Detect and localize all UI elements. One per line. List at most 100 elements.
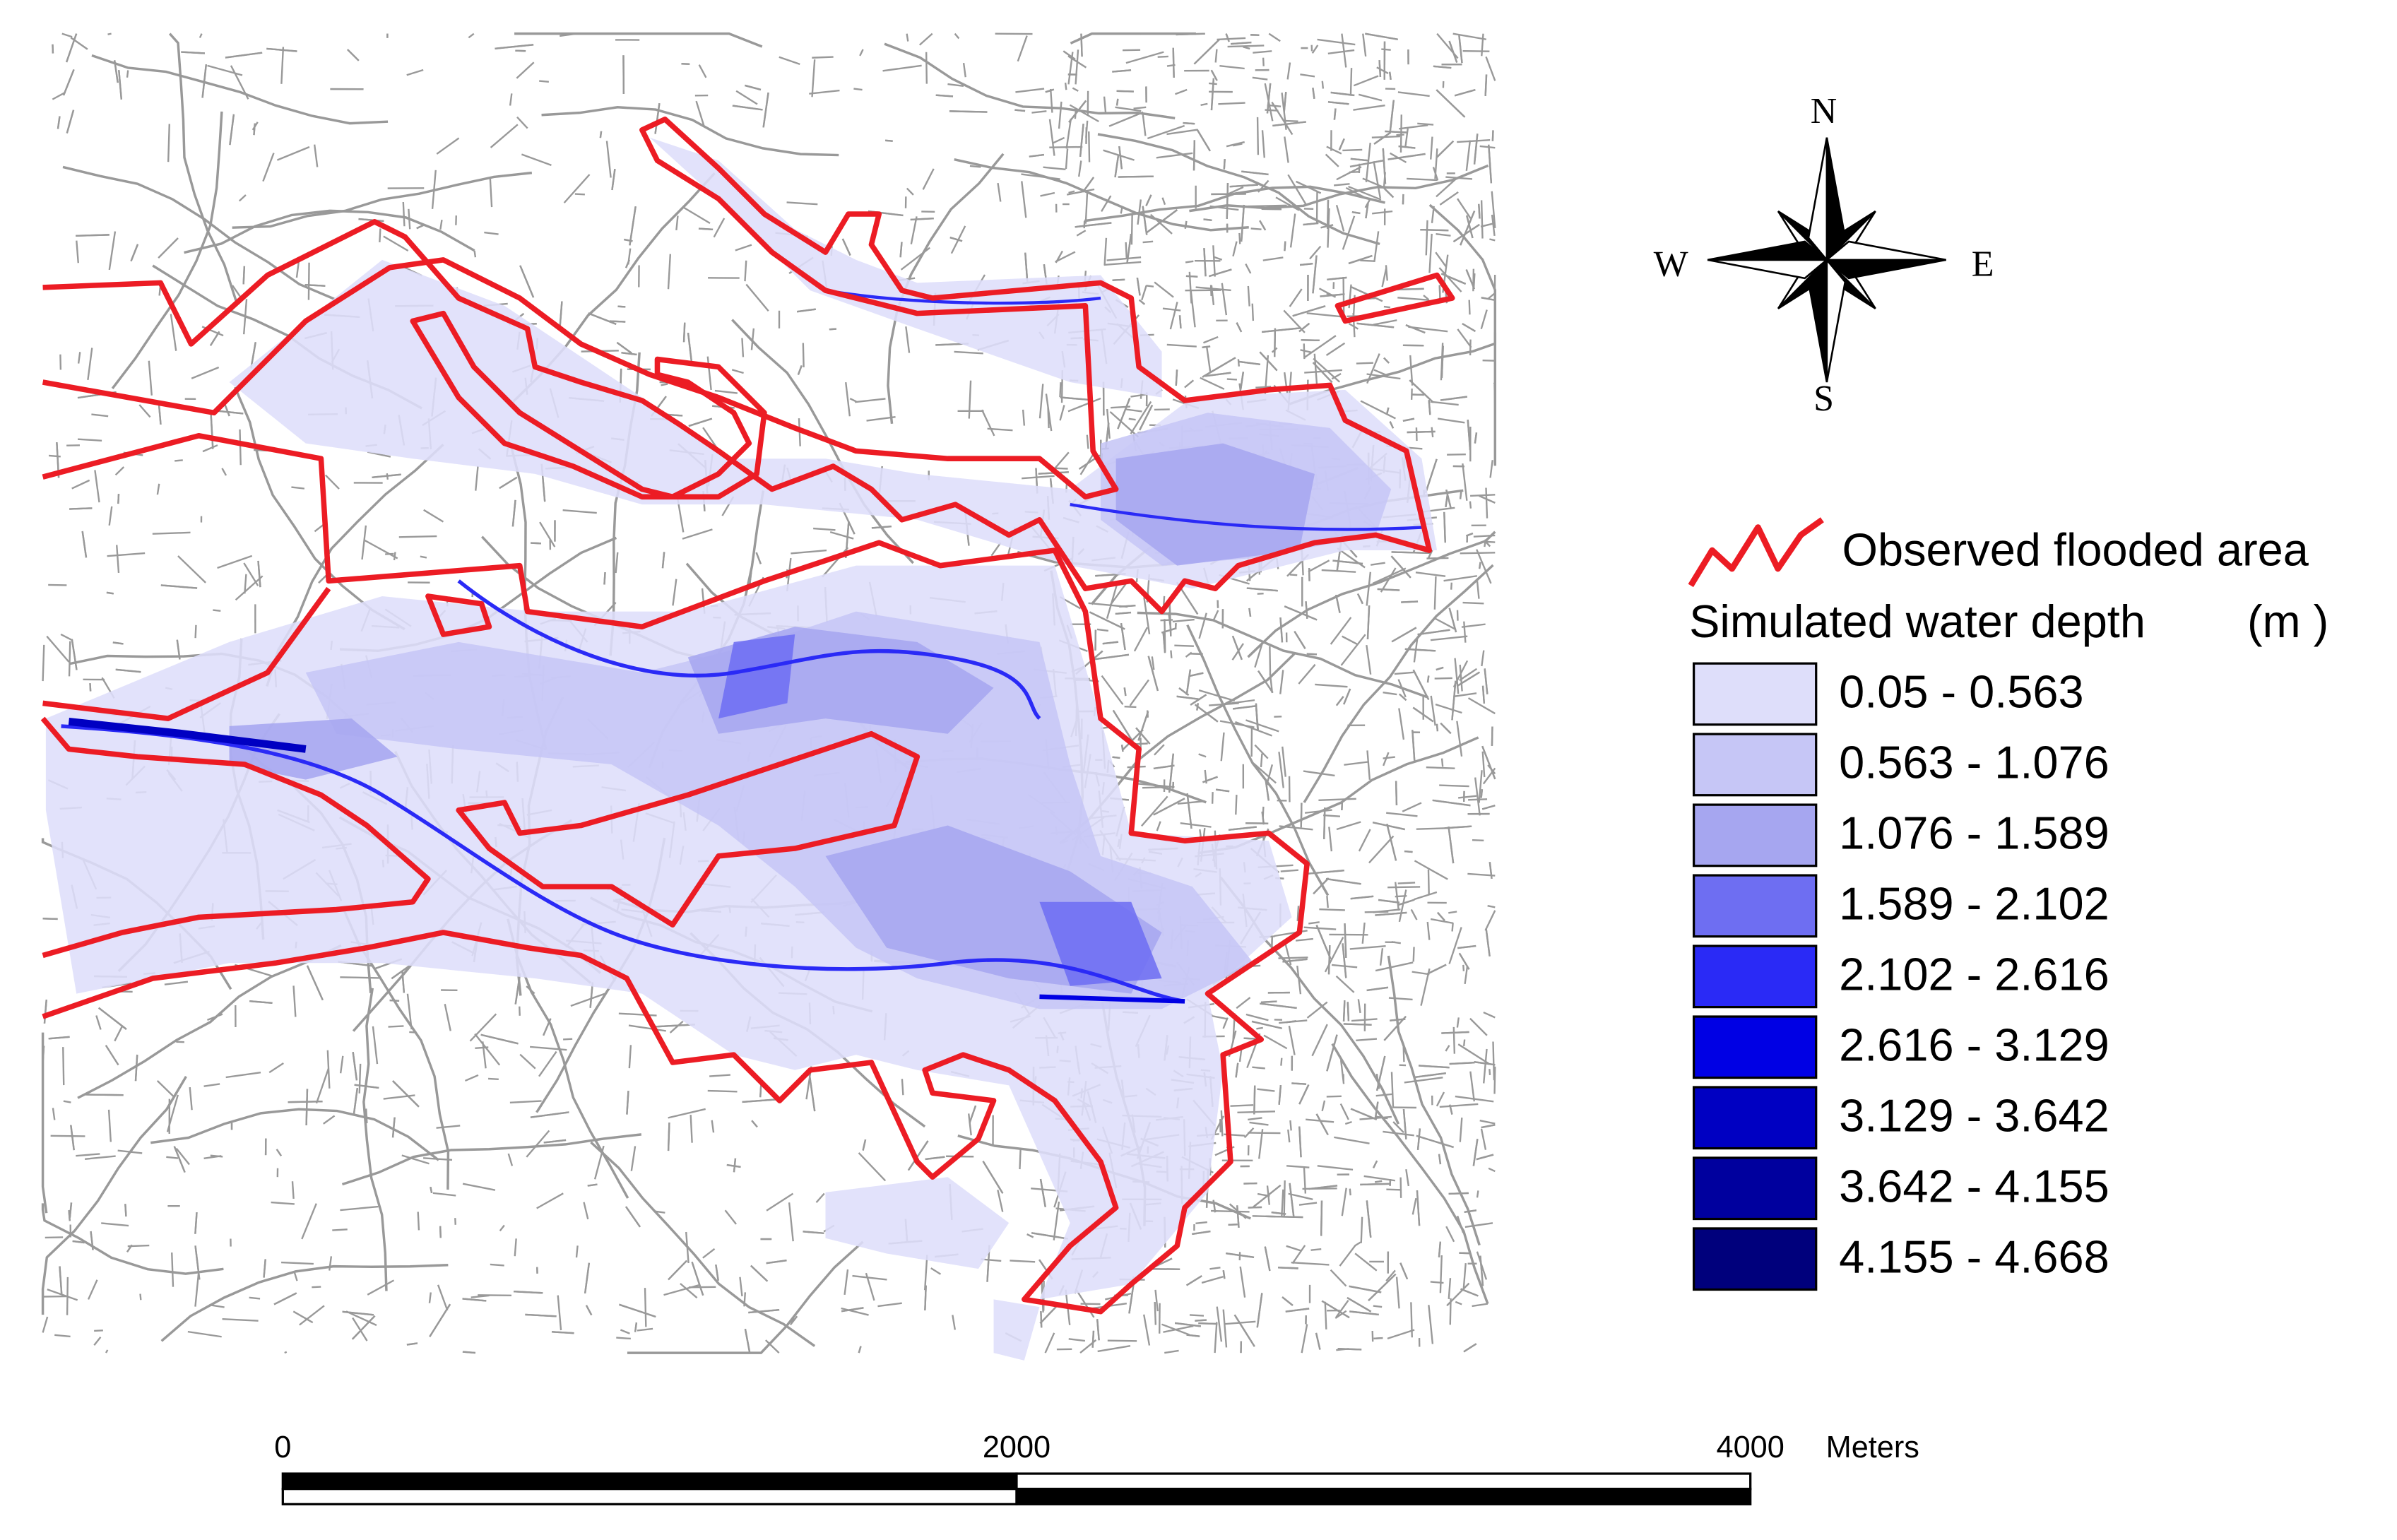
road — [276, 146, 310, 161]
road — [802, 343, 805, 367]
road — [845, 381, 851, 417]
road — [1335, 205, 1345, 232]
road — [711, 1120, 715, 1133]
road — [1481, 650, 1485, 667]
main-road — [884, 42, 1176, 119]
road — [1438, 1241, 1442, 1257]
road — [114, 466, 125, 476]
road — [1348, 185, 1382, 201]
road — [194, 1212, 198, 1234]
legend-swatch — [1692, 1156, 1818, 1221]
road — [1321, 81, 1325, 89]
road — [295, 261, 300, 278]
road — [1102, 641, 1119, 645]
road — [1119, 604, 1136, 608]
road — [630, 1146, 637, 1171]
road — [1260, 1002, 1297, 1009]
road — [1411, 393, 1424, 396]
road — [1375, 1055, 1386, 1091]
road — [1202, 776, 1218, 783]
road — [1430, 918, 1454, 925]
road — [1342, 635, 1359, 646]
road — [323, 1115, 336, 1125]
road — [1452, 32, 1487, 40]
road — [1261, 811, 1265, 825]
road — [428, 1292, 432, 1303]
road — [490, 1263, 504, 1267]
road — [1397, 899, 1415, 906]
road — [222, 1318, 259, 1322]
road — [1480, 222, 1496, 227]
road — [107, 1109, 112, 1142]
road — [923, 1255, 928, 1291]
road — [1229, 184, 1258, 188]
road — [1361, 922, 1366, 944]
road — [138, 404, 151, 418]
road — [1398, 889, 1407, 923]
road — [1143, 1314, 1151, 1346]
road — [1462, 1263, 1467, 1290]
road — [1235, 1062, 1239, 1078]
flood-area — [718, 634, 795, 719]
flood-area — [993, 1299, 1040, 1361]
road — [1315, 1113, 1329, 1135]
road — [1200, 377, 1225, 390]
road — [1360, 1183, 1390, 1186]
road — [1372, 822, 1405, 831]
road — [1342, 215, 1356, 250]
road — [1356, 362, 1374, 365]
road — [514, 1238, 517, 1257]
road — [1249, 1121, 1269, 1126]
road — [1353, 75, 1379, 87]
road — [1354, 1241, 1361, 1247]
road — [1382, 148, 1387, 184]
road — [1243, 1037, 1256, 1040]
road — [1460, 552, 1496, 555]
road — [1485, 56, 1496, 81]
road — [1338, 138, 1345, 150]
road — [1416, 1128, 1421, 1150]
road — [1313, 357, 1341, 383]
road — [1459, 1118, 1463, 1142]
road — [583, 1202, 589, 1220]
road — [1330, 1269, 1347, 1287]
road — [1289, 288, 1303, 307]
road — [232, 285, 241, 297]
road — [1299, 263, 1313, 266]
road — [1411, 971, 1430, 976]
road — [1339, 1245, 1356, 1267]
road — [1252, 76, 1268, 81]
road — [1286, 1020, 1296, 1024]
road — [1407, 177, 1438, 182]
road — [507, 1153, 514, 1166]
road — [288, 1100, 323, 1103]
road — [1185, 275, 1198, 278]
road — [562, 509, 597, 514]
road — [1185, 669, 1192, 695]
road — [1404, 128, 1409, 147]
road — [1347, 1002, 1350, 1021]
road — [1465, 140, 1472, 171]
road — [358, 218, 384, 223]
road — [1470, 494, 1496, 497]
road — [1440, 345, 1444, 379]
road — [1335, 1299, 1349, 1318]
road — [1230, 1104, 1254, 1107]
road — [160, 584, 198, 589]
road — [1416, 1190, 1421, 1226]
main-road — [627, 1240, 864, 1354]
road — [1307, 869, 1344, 875]
road — [1139, 404, 1154, 431]
road — [1349, 944, 1386, 950]
road — [1228, 826, 1257, 831]
road — [243, 562, 259, 586]
road — [1283, 92, 1287, 112]
road — [1309, 245, 1322, 260]
road — [1460, 211, 1476, 246]
road — [112, 641, 124, 645]
road — [1255, 703, 1259, 731]
road — [1373, 131, 1392, 145]
road — [841, 238, 851, 256]
road — [1436, 177, 1458, 198]
road — [997, 182, 1002, 202]
